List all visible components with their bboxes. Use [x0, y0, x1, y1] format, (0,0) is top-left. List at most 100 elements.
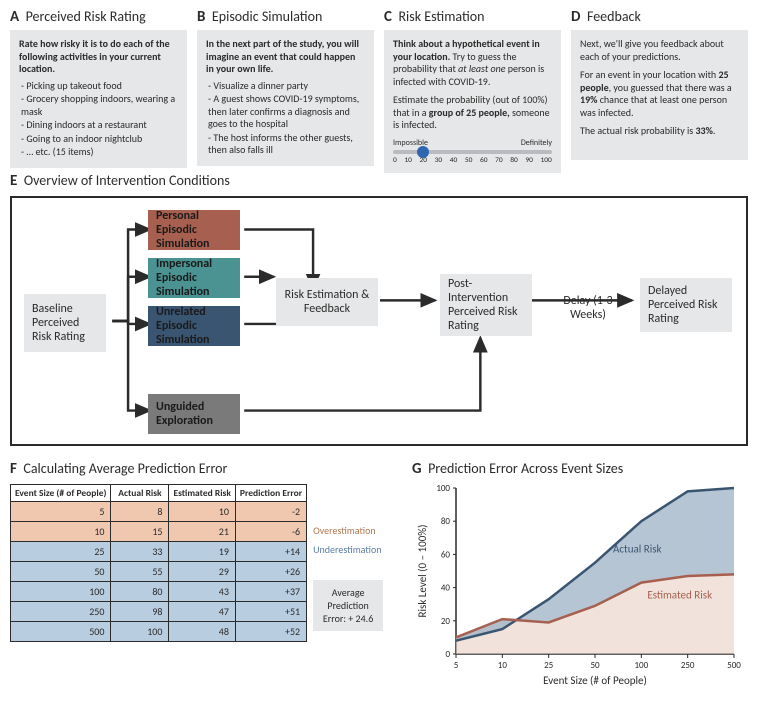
panel-a: A Perceived Risk Rating Rate how risky i…: [10, 8, 187, 173]
slider-tick: 70: [495, 156, 503, 165]
top-row: A Perceived Risk Rating Rate how risky i…: [10, 8, 748, 173]
panel-d-p3a: The actual risk probability is: [580, 124, 695, 137]
panel-a-title: Perceived Risk Rating: [26, 8, 146, 25]
risk-slider[interactable]: Impossible Definitely 010203040506070809…: [393, 138, 552, 165]
delay-text: Delay (1-3 Weeks): [563, 294, 612, 322]
panel-d-title: Feedback: [587, 8, 641, 25]
table-header: Prediction Error: [235, 485, 306, 502]
panel-e-title: Overview of Intervention Conditions: [24, 172, 230, 189]
table-cell: 100: [11, 582, 111, 602]
flow-arrows: [12, 198, 746, 444]
table-cell: 43: [169, 582, 235, 602]
list-item: A guest shows COVID-19 symptoms, then la…: [208, 93, 365, 131]
table-header: Estimated Risk: [169, 485, 235, 502]
table-cell: +26: [235, 562, 306, 582]
slider-tick: 60: [480, 156, 488, 165]
panel-d-p1: Next, we'll give you feedback about each…: [580, 38, 739, 63]
svg-text:5: 5: [454, 660, 459, 671]
table-cell: +51: [235, 602, 306, 622]
table-row: 50010048+52: [11, 622, 307, 642]
svg-text:100: 100: [436, 483, 450, 494]
panel-b-letter: B: [197, 8, 205, 26]
panel-g-letter: G: [412, 460, 422, 478]
overestimation-label: Overestimation: [313, 522, 383, 539]
panel-d-p2c: , you guessed that there was a: [609, 81, 732, 94]
table-cell: 33: [111, 542, 169, 562]
chart-svg: 0204060801005102550100250500Actual RiskE…: [412, 480, 742, 690]
panel-f: F Calculating Average Prediction Error E…: [10, 460, 400, 642]
table-cell: 15: [111, 522, 169, 542]
table-cell: 50: [11, 562, 111, 582]
panel-a-list: Picking up takeout foodGrocery shopping …: [19, 80, 178, 159]
list-item: Grocery shopping indoors, wearing a mask: [21, 93, 178, 118]
table-cell: 100: [111, 622, 169, 642]
slider-tick: 80: [510, 156, 518, 165]
slider-tick: 10: [404, 156, 412, 165]
panel-d-p2d: 19%: [580, 93, 597, 106]
table-cell: +52: [235, 622, 306, 642]
table-row: 1008043+37: [11, 582, 307, 602]
table-cell: 48: [169, 622, 235, 642]
panel-e-letter: E: [10, 172, 17, 190]
panel-f-letter: F: [10, 460, 17, 478]
table-header: Actual Risk: [111, 485, 169, 502]
panel-b: B Episodic Simulation In the next part o…: [197, 8, 374, 173]
panel-c-p1c: at least one: [458, 62, 505, 75]
svg-text:Actual Risk: Actual Risk: [613, 543, 662, 556]
table-cell: 29: [169, 562, 235, 582]
panel-c-body: Think about a hypothetical event in your…: [384, 30, 561, 173]
panel-a-body: Rate how risky it is to do each of the f…: [10, 30, 187, 168]
slider-right-label: Definitely: [521, 138, 552, 148]
table-cell: -6: [235, 522, 306, 542]
condition-personal: Personal Episodic Simulation: [148, 210, 240, 250]
condition-unguided: Unguided Exploration: [148, 394, 240, 434]
panel-f-title: Calculating Average Prediction Error: [23, 460, 227, 477]
table-row: 101521-6: [11, 522, 307, 542]
post-intervention-box: Post-Intervention Perceived Risk Rating: [440, 274, 532, 336]
condition-impersonal: Impersonal Episodic Simulation: [148, 258, 240, 298]
table-cell: -2: [235, 502, 306, 522]
underestimation-label: Underestimation: [313, 541, 383, 558]
svg-text:10: 10: [498, 660, 508, 671]
panel-b-body: In the next part of the study, you will …: [197, 30, 374, 166]
slider-tick: 90: [525, 156, 533, 165]
table-cell: 10: [169, 502, 235, 522]
condition-unrelated: Unrelated Episodic Simulation: [148, 306, 240, 346]
panel-g-title: Prediction Error Across Event Sizes: [428, 460, 623, 477]
table-side-legend: Overestimation Underestimation Average P…: [313, 484, 383, 642]
slider-track[interactable]: [393, 150, 552, 154]
table-cell: 25: [11, 542, 111, 562]
slider-tick: 30: [435, 156, 443, 165]
panel-d-body: Next, we'll give you feedback about each…: [571, 30, 748, 160]
risk-feedback-box: Risk Estimation & Feedback: [276, 278, 378, 326]
svg-text:Estimated Risk: Estimated Risk: [647, 589, 712, 602]
list-item: Picking up takeout food: [21, 80, 178, 93]
table-cell: 21: [169, 522, 235, 542]
table-cell: 5: [11, 502, 111, 522]
panel-b-lead: In the next part of the study, you will …: [206, 38, 365, 76]
panel-d-p2e: chance that at least one person was infe…: [580, 93, 727, 119]
table-cell: 98: [111, 602, 169, 622]
panel-d-p3b: 33%: [695, 124, 712, 137]
panel-b-title: Episodic Simulation: [212, 8, 322, 25]
table-cell: 47: [169, 602, 235, 622]
panel-c-title: Risk Estimation: [398, 8, 484, 25]
slider-ticks: 0102030405060708090100: [393, 156, 552, 165]
table-cell: 80: [111, 582, 169, 602]
svg-text:80: 80: [441, 516, 451, 527]
slider-thumb[interactable]: [417, 146, 429, 158]
delayed-rating-label: Delayed Perceived Risk Rating: [648, 284, 724, 326]
list-item: … etc. (15 items): [21, 146, 178, 159]
table-row: 253319+14: [11, 542, 307, 562]
panel-g: G Prediction Error Across Event Sizes 02…: [412, 460, 748, 690]
panel-c: C Risk Estimation Think about a hypothet…: [384, 8, 561, 173]
svg-text:Risk Level (0 – 100%): Risk Level (0 – 100%): [416, 525, 429, 618]
panel-c-p2b: group of 25 people,: [429, 106, 510, 119]
svg-text:Event Size (# of People): Event Size (# of People): [543, 674, 647, 687]
table-cell: 8: [111, 502, 169, 522]
table-cell: 250: [11, 602, 111, 622]
delayed-rating-box: Delayed Perceived Risk Rating: [640, 278, 732, 332]
panel-d-p2a: For an event in your location with: [580, 68, 718, 81]
svg-text:250: 250: [681, 660, 695, 671]
table-cell: 55: [111, 562, 169, 582]
